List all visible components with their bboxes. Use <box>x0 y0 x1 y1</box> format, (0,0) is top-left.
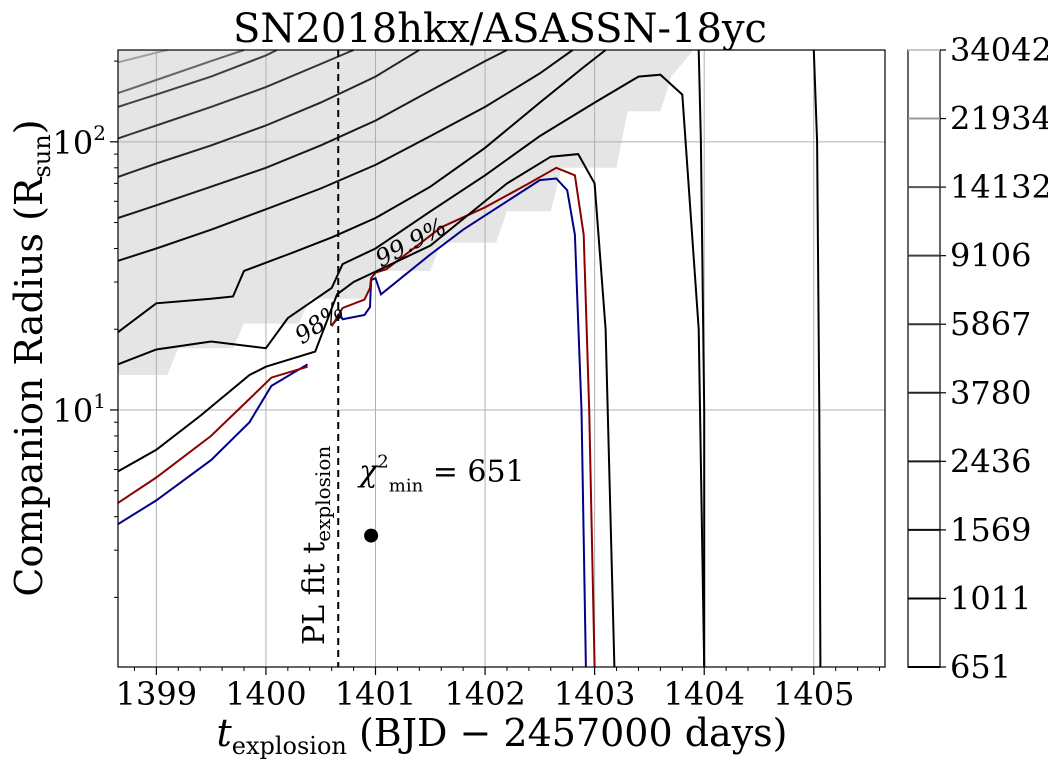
pl-fit-label-main: PL fit t <box>297 542 332 645</box>
chi-symbol: χ <box>357 455 379 490</box>
plot-frame <box>117 49 886 668</box>
y-axis-label: Companion Radius (Rsun) <box>7 119 56 596</box>
contour-651-right2 <box>697 49 706 667</box>
x-tick-label: 1405 <box>773 675 854 713</box>
colorbar-frame <box>907 49 941 668</box>
best-fit-marker <box>364 528 379 543</box>
colorbar-label: 14132 <box>950 168 1048 206</box>
contour-2436 <box>117 49 508 219</box>
x-label-t: t <box>216 711 232 755</box>
y-label-sub: sun <box>28 134 56 177</box>
x-label-rest: (BJD − 2457000 days) <box>347 711 788 755</box>
pl-fit-label: PL fit texplosion <box>297 446 335 645</box>
x-label-sub: explosion <box>232 732 347 760</box>
chi-value: = 651 <box>423 455 524 490</box>
contour-21934 <box>117 49 168 64</box>
contour-1569 <box>117 49 574 262</box>
colorbar: 651 1011 1569 2436 3780 5867 9106 14132 21934 340… <box>907 31 1048 686</box>
contour-651-outer <box>117 73 706 668</box>
chart-title: SN2018hkx/ASASSN-18yc <box>233 6 767 52</box>
x-axis-label: texplosion (BJD − 2457000 days) <box>216 711 787 760</box>
colorbar-label: 9106 <box>950 237 1031 275</box>
x-tick-label: 1403 <box>554 675 635 713</box>
y-axis-ticks: 101 102 <box>53 60 118 598</box>
colorbar-label: 21934 <box>950 100 1048 138</box>
y-label-close: ) <box>7 119 51 134</box>
contour-98- <box>117 363 309 526</box>
contour-651-contour <box>117 153 616 668</box>
colorbar-label: 5867 <box>950 305 1031 343</box>
colorbar-label: 1569 <box>950 511 1031 549</box>
colorbar-label: 3780 <box>950 374 1031 412</box>
contour-5867 <box>117 49 354 140</box>
colorbar-label: 651 <box>950 648 1011 686</box>
chi-sup: 2 <box>377 452 388 473</box>
contour-9106 <box>117 49 278 108</box>
contour-99-9- <box>117 365 308 504</box>
x-tick-label: 1401 <box>335 675 416 713</box>
y-tick-label: 101 <box>53 389 106 430</box>
contour-651-right1 <box>812 49 822 668</box>
contour-99-9-upper <box>330 166 596 668</box>
x-tick-label: 1399 <box>116 675 197 713</box>
x-axis-ticks: 1399 1400 1401 1402 1403 1404 1405 <box>116 667 881 713</box>
chi-sub: min <box>389 476 424 497</box>
colorbar-label: 1011 <box>950 579 1031 617</box>
best-fit-label: χ2min = 651 <box>357 452 525 497</box>
x-tick-label: 1404 <box>663 675 744 713</box>
y-label-main: Companion Radius (R <box>7 176 51 597</box>
contour-lines <box>117 49 822 668</box>
contour-98-upper <box>330 177 587 668</box>
contour-3780 <box>117 49 420 178</box>
x-tick-label: 1400 <box>225 675 306 713</box>
pl-fit-label-sub: explosion <box>311 446 335 542</box>
y-tick-label: 102 <box>53 121 106 162</box>
contour-1011 <box>117 49 607 333</box>
x-tick-label: 1402 <box>444 675 525 713</box>
colorbar-label: 2436 <box>950 442 1031 480</box>
contour-14132 <box>117 49 245 95</box>
colorbar-label: 34042 <box>950 31 1048 69</box>
